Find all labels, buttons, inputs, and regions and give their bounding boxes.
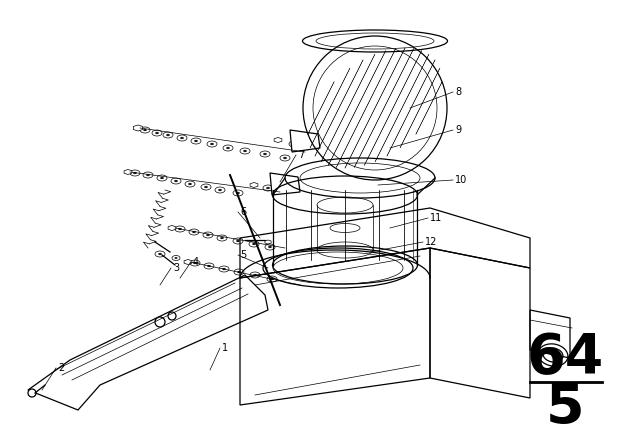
Text: 1: 1 [222,343,228,353]
Ellipse shape [175,180,177,182]
Text: 8: 8 [455,87,461,97]
Ellipse shape [237,271,241,273]
Text: 2: 2 [58,363,64,373]
Ellipse shape [217,235,227,241]
Ellipse shape [271,278,273,280]
Polygon shape [274,138,282,142]
Ellipse shape [177,135,187,141]
Polygon shape [168,225,176,231]
Circle shape [155,317,165,327]
Text: 5: 5 [240,250,246,260]
Ellipse shape [205,186,207,188]
Ellipse shape [163,132,173,138]
Ellipse shape [218,189,221,191]
Ellipse shape [233,190,243,196]
Ellipse shape [215,187,225,193]
Ellipse shape [193,231,195,233]
Ellipse shape [143,172,153,178]
Ellipse shape [289,141,299,147]
Text: 4: 4 [193,257,199,267]
Ellipse shape [223,268,225,270]
Ellipse shape [172,255,180,260]
Ellipse shape [207,141,217,147]
Ellipse shape [234,269,244,275]
Polygon shape [270,173,300,195]
Polygon shape [184,259,192,264]
Ellipse shape [207,265,211,267]
Ellipse shape [175,257,177,259]
Text: 10: 10 [455,175,467,185]
Ellipse shape [237,240,239,242]
Ellipse shape [263,185,273,191]
Ellipse shape [223,145,233,151]
Text: 64: 64 [526,331,604,385]
Text: 9: 9 [455,125,461,135]
Polygon shape [250,182,258,188]
Text: 7: 7 [298,150,304,160]
Ellipse shape [189,229,199,235]
Text: 5: 5 [546,381,584,435]
Ellipse shape [156,132,159,134]
Ellipse shape [203,232,213,238]
Ellipse shape [204,263,214,269]
Ellipse shape [265,244,275,250]
Text: 3: 3 [173,263,179,273]
Ellipse shape [147,174,150,176]
Ellipse shape [157,175,167,181]
Ellipse shape [166,134,170,136]
Ellipse shape [211,143,214,145]
Ellipse shape [253,274,257,276]
Ellipse shape [240,148,250,154]
Ellipse shape [193,262,196,264]
Ellipse shape [221,237,223,239]
Ellipse shape [140,127,150,133]
Ellipse shape [175,226,185,232]
Ellipse shape [155,251,165,257]
Ellipse shape [260,151,270,157]
Ellipse shape [249,241,259,247]
Polygon shape [133,125,143,131]
Ellipse shape [253,243,255,245]
Ellipse shape [284,157,287,159]
Ellipse shape [159,253,161,255]
Ellipse shape [280,155,290,161]
Ellipse shape [250,272,260,278]
Ellipse shape [180,137,184,139]
Ellipse shape [292,143,296,145]
Polygon shape [124,169,132,175]
Ellipse shape [267,276,277,282]
Circle shape [168,312,176,320]
Ellipse shape [227,147,230,149]
Circle shape [28,389,36,397]
Ellipse shape [195,140,198,142]
Ellipse shape [143,129,147,131]
Text: 12: 12 [425,237,437,247]
Ellipse shape [201,184,211,190]
Ellipse shape [243,150,246,152]
Ellipse shape [266,187,269,189]
Ellipse shape [207,234,209,236]
Ellipse shape [130,170,140,176]
Ellipse shape [219,266,229,272]
Ellipse shape [191,138,201,144]
Ellipse shape [152,130,162,136]
Ellipse shape [179,228,182,230]
Polygon shape [265,240,271,244]
Ellipse shape [264,153,266,155]
Ellipse shape [233,238,243,244]
Ellipse shape [134,172,136,174]
Ellipse shape [171,178,181,184]
Ellipse shape [269,246,271,248]
Ellipse shape [189,183,191,185]
Ellipse shape [161,177,163,179]
Polygon shape [290,130,320,152]
Text: 11: 11 [430,213,442,223]
Text: 6: 6 [240,207,246,217]
Ellipse shape [190,260,200,266]
Ellipse shape [237,192,239,194]
Ellipse shape [185,181,195,187]
